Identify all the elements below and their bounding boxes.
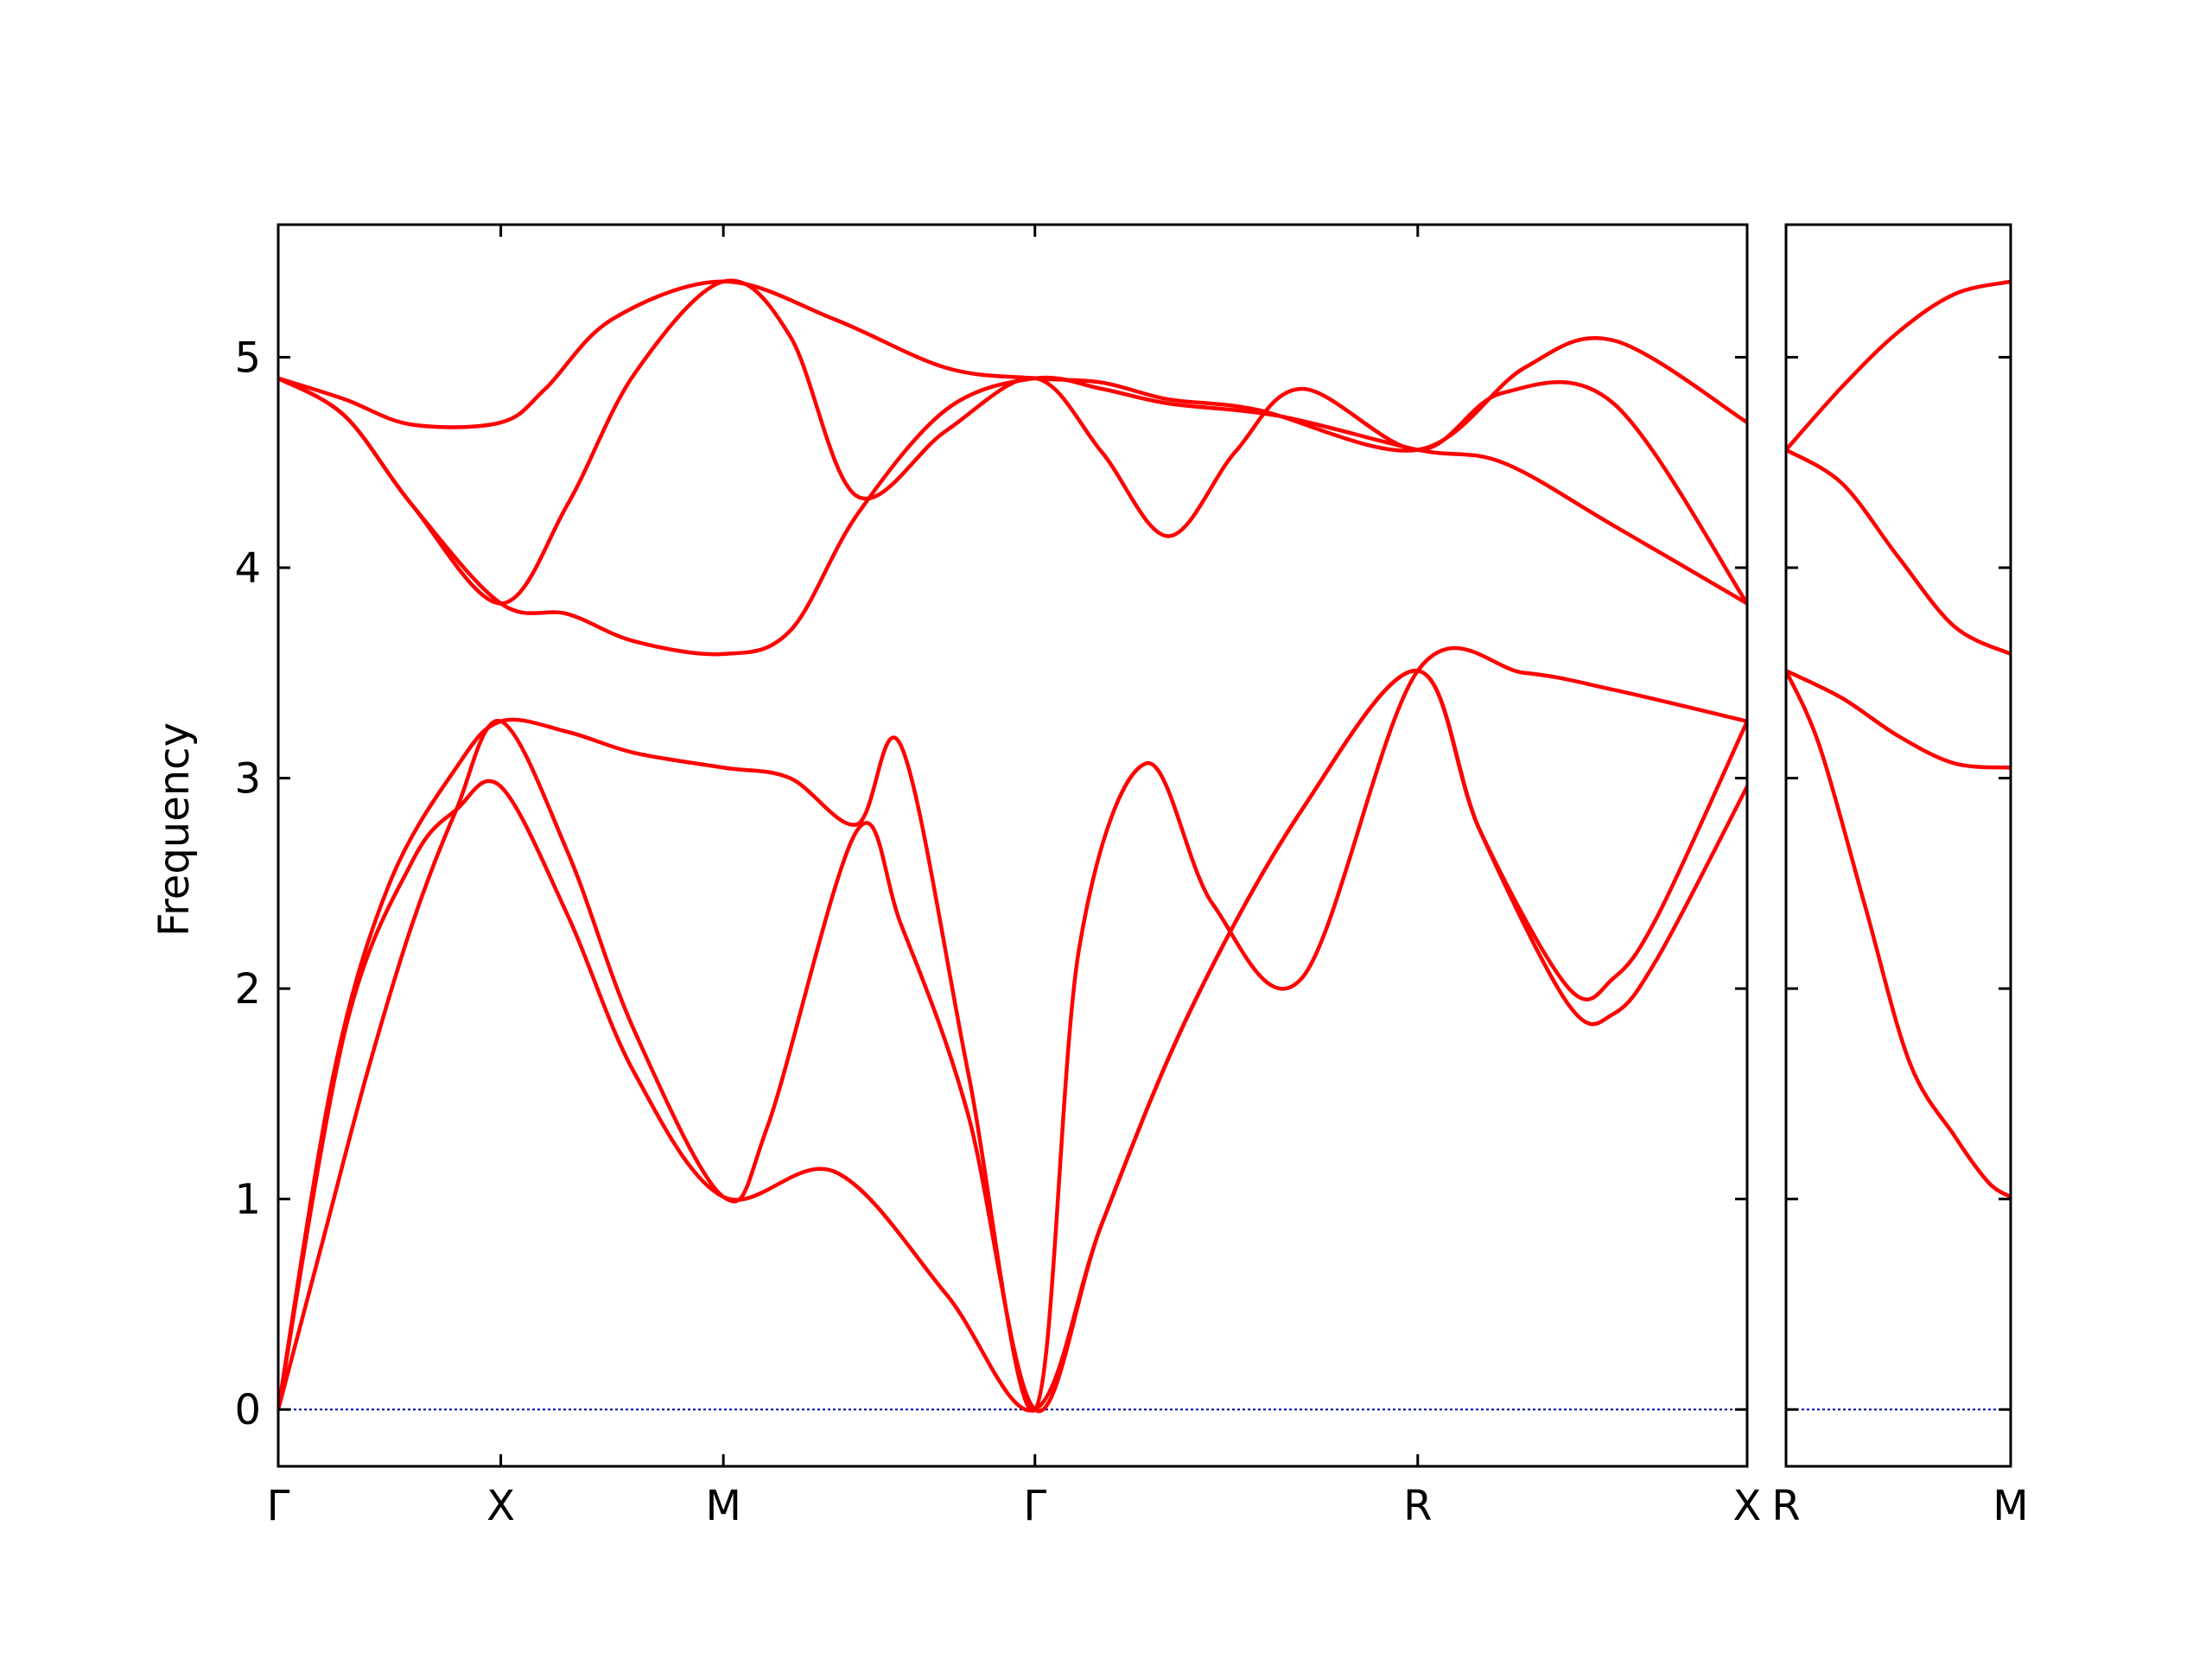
x-tick-label: M	[1993, 1482, 2028, 1530]
y-tick-label: 5	[234, 334, 261, 382]
y-tick-label: 1	[234, 1176, 261, 1224]
y-tick-label: 0	[234, 1386, 261, 1434]
band-line-4	[1786, 669, 2011, 1199]
x-tick-label: R	[1771, 1482, 1800, 1530]
x-tick-label: R	[1403, 1482, 1432, 1530]
x-tick-label: Γ	[267, 1482, 290, 1530]
y-tick-label: 4	[234, 544, 261, 593]
band-line-6	[278, 669, 1747, 1413]
band-line-3	[278, 375, 1747, 657]
y-tick-label: 2	[234, 965, 261, 1014]
band-line-4	[278, 645, 1747, 1413]
x-tick-label: X	[486, 1482, 515, 1530]
band-line-1	[1786, 279, 2011, 452]
y-tick-label: 3	[234, 755, 261, 804]
y-axis-label: Frequency	[150, 722, 199, 937]
band-line-2	[278, 278, 1747, 606]
band-line-3	[1786, 669, 2011, 770]
axes-frame	[276, 223, 1749, 1468]
x-tick-label: M	[705, 1482, 741, 1530]
band-line-2	[1786, 448, 2011, 657]
x-tick-label: Γ	[1023, 1482, 1046, 1530]
axes-frame	[1784, 223, 2012, 1468]
y-axis-tick-labels: 0 1 2 3 4 5	[234, 334, 261, 1434]
x-tick-label: X	[1733, 1482, 1762, 1530]
